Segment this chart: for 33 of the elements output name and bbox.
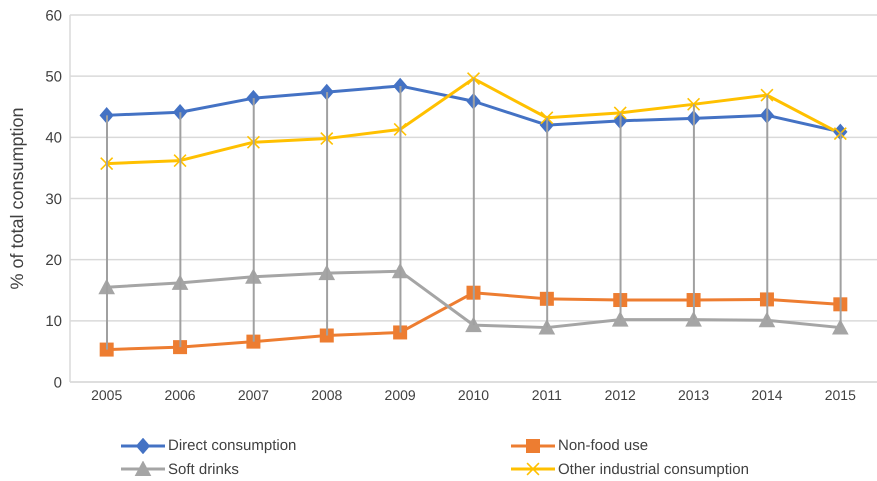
x-tick-label: 2014 [751, 386, 783, 403]
y-axis-title: % of total consumption [7, 107, 27, 290]
point [687, 98, 700, 111]
y-tick-label: 40 [45, 130, 62, 147]
point [467, 72, 480, 86]
point [614, 106, 627, 120]
x-tick-label: 2005 [91, 386, 122, 403]
x-tick-label: 2007 [238, 386, 270, 403]
legend-label: Non-food use [558, 437, 648, 454]
x-tick-label: 2012 [604, 386, 636, 403]
point [320, 328, 334, 343]
y-tick-label: 30 [45, 190, 62, 208]
point [246, 334, 260, 349]
legend-label: Direct consumption [168, 437, 296, 454]
point [100, 342, 114, 357]
y-tick-label: 60 [45, 7, 62, 24]
x-tick-label: 2006 [164, 386, 196, 403]
point [393, 325, 408, 340]
point [760, 88, 774, 102]
y-tick-label: 20 [45, 252, 62, 269]
y-tick-label: 50 [45, 68, 62, 86]
x-tick-label: 2010 [458, 386, 490, 403]
x-tick-label: 2009 [384, 386, 416, 403]
x-tick-label: 2008 [311, 386, 343, 403]
x-tick-label: 2011 [532, 386, 562, 403]
y-tick-label: 0 [54, 374, 62, 392]
legend-label: Other industrial consumption [558, 460, 749, 478]
legend-label: Soft drinks [168, 460, 239, 478]
point [540, 111, 554, 124]
y-tick-label: 10 [45, 313, 62, 330]
x-tick-label: 2013 [678, 386, 710, 403]
point [173, 340, 188, 354]
x-tick-label: 2015 [824, 386, 856, 403]
